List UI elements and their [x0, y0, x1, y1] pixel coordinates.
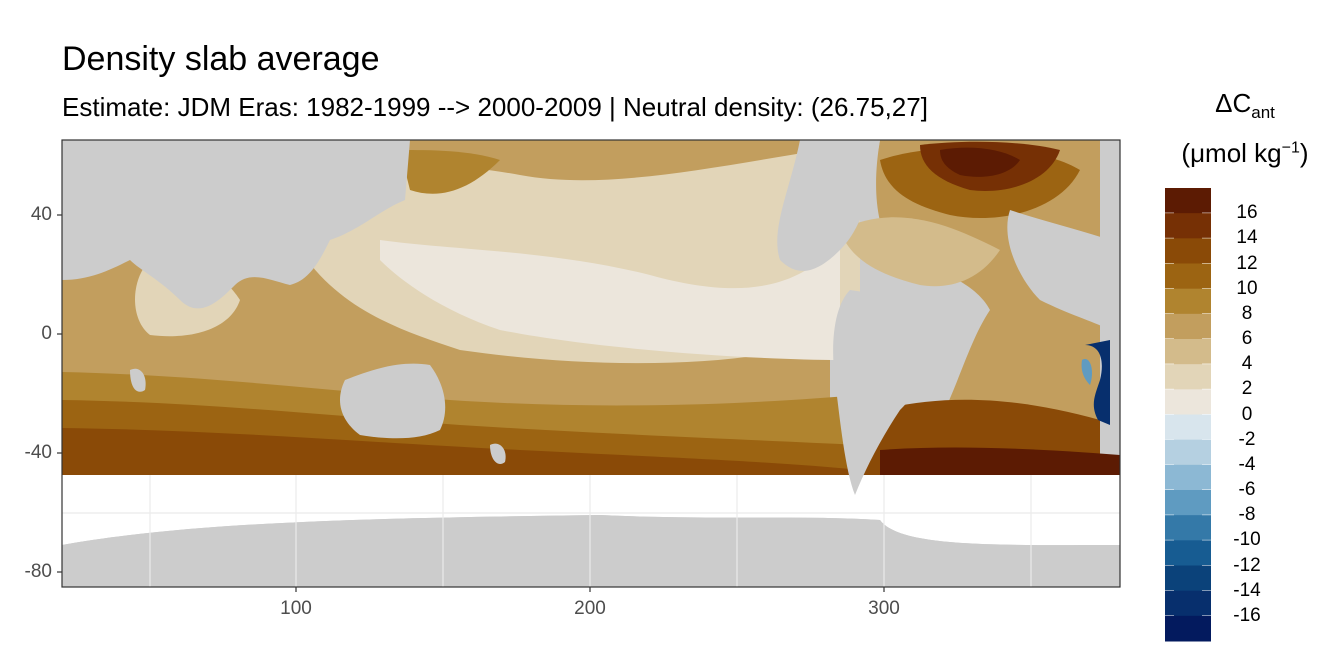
legend-title-main: ΔC	[1215, 88, 1252, 118]
legend-units-main: (μmol kg	[1181, 138, 1282, 168]
legend-bin	[1165, 364, 1211, 390]
legend-bin	[1165, 389, 1211, 415]
panel-border	[61, 139, 1121, 588]
legend-label: 6	[1241, 328, 1253, 349]
x-tick-label: 200	[574, 598, 606, 619]
legend-label: -8	[1238, 504, 1256, 526]
x-tick-label: 100	[280, 598, 312, 619]
legend-bin	[1165, 515, 1211, 541]
legend-label: -6	[1238, 479, 1256, 500]
legend-title-sub: ant	[1251, 103, 1275, 123]
legend-bin	[1165, 288, 1211, 315]
legend-units-sup: −1	[1281, 139, 1300, 157]
legend-label: 16	[1236, 202, 1258, 224]
legend-label: 12	[1236, 252, 1258, 274]
legend-label: 0	[1241, 403, 1253, 425]
chart-title: Density slab average	[62, 40, 380, 78]
legend-bin	[1165, 565, 1211, 592]
legend-bin	[1165, 439, 1211, 466]
legend-label: 2	[1241, 378, 1253, 400]
legend-bin	[1165, 263, 1211, 290]
x-axis-ticks	[295, 587, 885, 592]
graticule	[62, 475, 1120, 587]
y-tick-label: 40	[30, 204, 52, 225]
legend-label: 4	[1241, 353, 1253, 375]
y-tick-label: -80	[24, 561, 52, 582]
x-tick-label: 300	[868, 598, 900, 619]
legend-bin	[1165, 490, 1211, 516]
legend-units: (μmol kg−1)	[1150, 138, 1340, 169]
legend-bin	[1165, 540, 1211, 566]
legend-label: -2	[1238, 428, 1256, 450]
legend-bin	[1165, 615, 1211, 642]
legend-label: 14	[1236, 227, 1258, 249]
legend-bin	[1165, 464, 1211, 491]
legend-label: -4	[1238, 453, 1256, 475]
legend-label: -14	[1233, 579, 1261, 601]
land-masses	[62, 140, 1120, 587]
legend-bin	[1165, 313, 1211, 340]
legend-colorbar	[1165, 188, 1211, 642]
legend-label: -16	[1233, 604, 1261, 626]
y-axis-ticks	[57, 214, 62, 573]
legend-bin	[1165, 590, 1211, 617]
legend-label: 10	[1236, 277, 1258, 299]
y-tick-label: -40	[24, 442, 52, 463]
legend-bin	[1165, 414, 1211, 441]
legend-bin	[1165, 238, 1211, 264]
legend-label: -12	[1233, 554, 1261, 576]
legend-bin	[1165, 339, 1211, 365]
legend-bin	[1165, 213, 1211, 239]
legend-label: 8	[1241, 302, 1253, 324]
atlantic-ocean-field	[840, 140, 1120, 475]
legend-units-end: )	[1299, 138, 1309, 168]
chart-subtitle: Estimate: JDM Eras: 1982-1999 --> 2000-2…	[62, 92, 928, 122]
legend-title: ΔCant	[1150, 88, 1340, 123]
legend-bin	[1165, 188, 1211, 214]
y-tick-label: 0	[41, 323, 52, 344]
legend-label: -10	[1233, 529, 1261, 551]
